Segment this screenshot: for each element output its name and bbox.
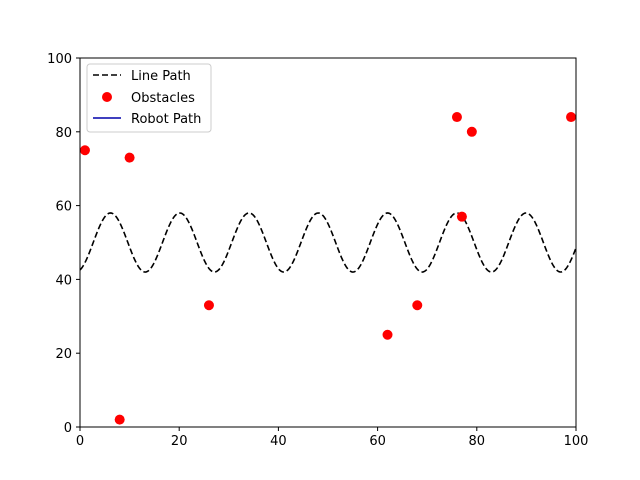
y-tick-label: 100 [47, 52, 72, 67]
legend-box [86, 63, 212, 133]
obstacle-point [566, 112, 577, 123]
line-path-series [79, 212, 577, 273]
legend-label-robot-path: Robot Path [131, 112, 201, 127]
y-axis: 0 20 40 60 80 100 [47, 52, 80, 436]
x-tick-label: 40 [270, 434, 287, 449]
y-tick-label: 80 [55, 126, 72, 141]
obstacle-point [466, 126, 477, 137]
x-tick-label: 100 [564, 434, 589, 449]
x-tick-label: 60 [369, 434, 386, 449]
plot-frame [79, 57, 577, 428]
x-axis: 0 20 40 60 80 100 [76, 427, 589, 449]
legend-obstacles-swatch [102, 92, 112, 102]
y-tick-label: 40 [55, 273, 72, 288]
legend-label-line-path: Line Path [131, 69, 191, 84]
obstacle-point [382, 329, 393, 340]
x-tick-label: 20 [171, 434, 188, 449]
obstacle-point [124, 152, 135, 163]
obstacle-point [451, 112, 462, 123]
y-tick-label: 60 [55, 200, 72, 215]
obstacle-point [79, 145, 90, 156]
legend: Line Path Obstacles Robot Path [86, 63, 212, 133]
series-layer [79, 112, 577, 425]
obstacle-point [456, 211, 467, 222]
x-tick-label: 80 [469, 434, 486, 449]
obstacle-point [203, 300, 214, 311]
legend-label-obstacles: Obstacles [131, 91, 195, 106]
y-tick-label: 20 [55, 347, 72, 362]
obstacle-point [412, 300, 423, 311]
y-tick-label: 0 [64, 421, 72, 436]
x-tick-label: 0 [76, 434, 84, 449]
obstacle-point [114, 414, 125, 425]
